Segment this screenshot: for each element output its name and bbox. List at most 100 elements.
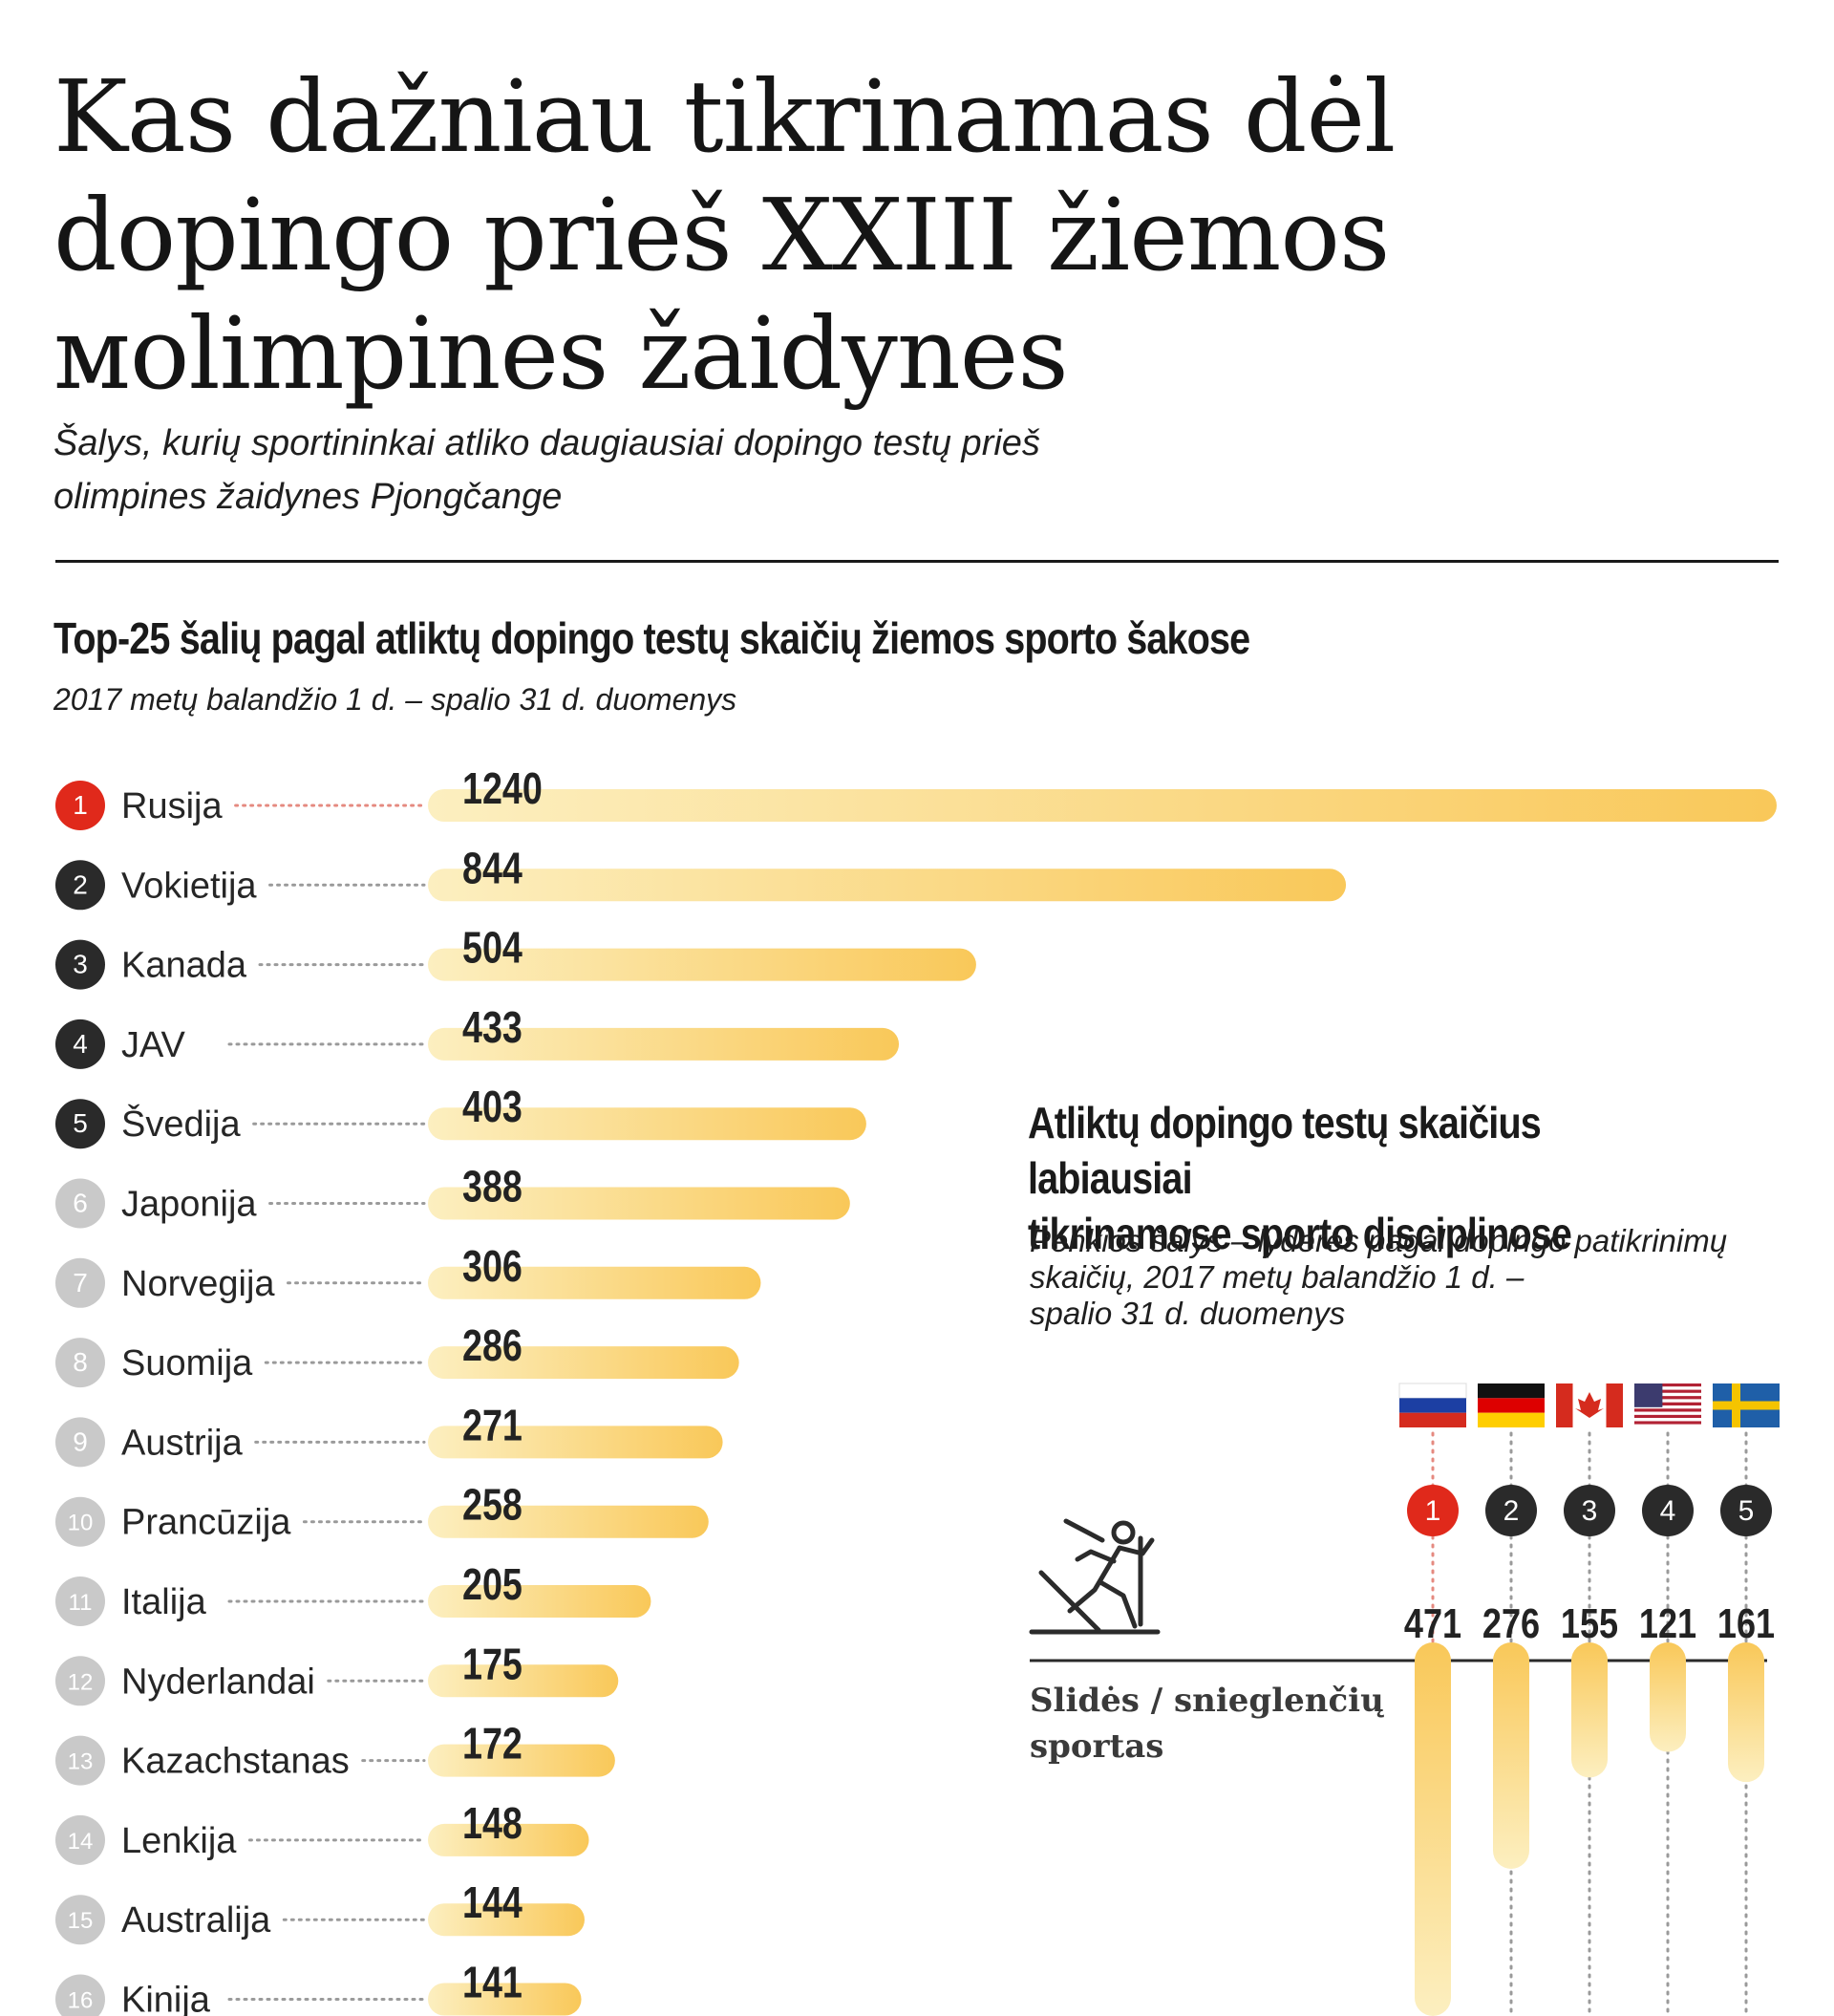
rank-number: 14 [68,1829,94,1855]
rank-number: 3 [73,950,88,979]
country-label: Suomija [121,1343,253,1383]
sport-label-line: sportas [1030,1727,1164,1766]
country-label: Austrija [121,1423,244,1463]
bar [428,1903,585,1937]
country-label: Rusija [121,786,223,826]
inset-chart-note: Penkios šalys – lyderės pagal dopingo pa… [1030,1223,1794,1332]
rank-badge [55,1178,105,1229]
bar [428,1744,615,1777]
rank-number: 6 [73,1189,88,1218]
subtitle-line: Šalys, kurių sportininkai atliko daugiau… [53,423,1040,463]
inset-note-line: skaičių, 2017 metų balandžio 1 d. – [1030,1259,1525,1295]
page-title: Kas dažniau tikrinamas dėl dopingo prieš… [53,57,1486,413]
rank-number: 2 [1503,1495,1520,1527]
rank-number: 13 [68,1749,94,1775]
value-label: 433 [462,1002,522,1051]
rank-badge [55,860,105,911]
value-label: 144 [462,1878,522,1927]
inset-note-line: Penkios šalys – lyderės pagal dopingo pa… [1030,1223,1728,1258]
rank-number: 4 [1660,1495,1676,1527]
russia-flag [1398,1383,1467,1427]
value-label: 403 [462,1083,522,1131]
value-label: 148 [462,1798,522,1847]
title-line: Kas dažniau tikrinamas dėl [53,58,1396,175]
rank-number: 1 [73,790,88,820]
column-bar [1415,1642,1451,2016]
value-label: 258 [462,1480,522,1529]
rank-number: 7 [73,1268,88,1298]
value-label: 172 [462,1719,522,1768]
bar [428,1505,709,1538]
bar [428,789,1777,822]
rank-badge [55,1496,105,1547]
rank-badge [1407,1485,1459,1536]
rank-badge [55,939,105,990]
country-label: Italija [121,1582,207,1622]
chart-note: 2017 metų balandžio 1 d. – spalio 31 d. … [53,682,737,717]
title-line: dopingo prieš XXIII žiemos [53,177,1390,293]
rank-number: 16 [68,1988,94,2014]
value-label: 306 [462,1241,522,1290]
country-label: JAV [121,1025,186,1065]
title-line: мolimpines žaidynes [53,295,1069,412]
bar [428,948,976,981]
rank-badge [55,1417,105,1468]
value-label: 504 [462,923,522,972]
country-label: Prancūzija [121,1503,291,1543]
rank-badge [55,1656,105,1706]
rank-number: 8 [73,1347,88,1377]
rank-number: 5 [73,1108,88,1138]
value-label: 388 [462,1162,522,1211]
subtitle-line: olimpines žaidynes Pjongčange [53,477,563,517]
rank-number: 11 [69,1590,93,1616]
inset-chart-title: Atliktų dopingo testų skaičius labiausia… [1028,1095,1685,1261]
bar [428,1346,739,1380]
country-label: Lenkija [121,1821,237,1861]
bar [428,1187,850,1220]
value-label: 271 [462,1401,522,1449]
value-label: 141 [462,1958,522,2006]
rank-badge [55,1257,105,1308]
value-label: 175 [462,1640,522,1688]
rank-badge [1642,1485,1694,1536]
rank-badge [1564,1485,1615,1536]
column-bar [1650,1642,1686,1752]
rank-badge [55,1338,105,1388]
usa-flag [1634,1383,1701,1427]
country-label: Norvegija [121,1264,275,1304]
column-bar [1728,1642,1764,1783]
country-label: Kanada [121,946,247,986]
country-label: Australija [121,1900,271,1941]
germany-flag [1478,1383,1545,1427]
inset-title-line: Atliktų dopingo testų skaičius labiausia… [1028,1098,1542,1203]
value-label: 121 [1639,1600,1696,1647]
canada-flag [1556,1383,1623,1427]
sport-label: Slidės / snieglenčių sportas [1030,1678,1412,1769]
bar [428,1426,723,1459]
rank-badge [55,1814,105,1865]
rank-number: 5 [1738,1495,1755,1527]
rank-badge [55,1019,105,1069]
bar [428,1266,761,1299]
value-label: 286 [462,1321,522,1370]
rank-badge [55,781,105,830]
bar [428,1585,651,1618]
value-label: 276 [1482,1600,1540,1647]
bar [428,1664,619,1698]
inset-title-line: tikrinamose sporto disciplinose [1028,1209,1572,1258]
rank-number: 2 [73,869,88,899]
bar [428,1823,589,1856]
rank-number: 15 [68,1908,94,1934]
column-bar [1493,1642,1529,1869]
country-label: Švedija [121,1103,241,1145]
country-label: Kinija [121,1981,211,2016]
value-label: 471 [1404,1600,1461,1647]
country-label: Nyderlandai [121,1662,315,1702]
value-label: 155 [1561,1600,1618,1647]
rank-badge [55,1735,105,1786]
bar [428,1107,866,1141]
page-subtitle: Šalys, kurių sportininkai atliko daugiau… [53,417,1200,524]
rank-badge [55,1576,105,1626]
